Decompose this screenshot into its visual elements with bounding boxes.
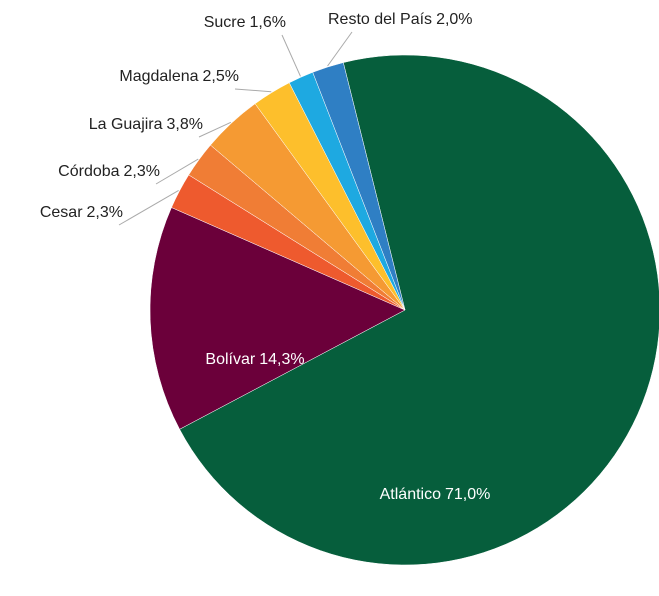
pie-slice	[179, 54, 659, 566]
leader-line	[118, 189, 179, 226]
slice-value: 71,0%	[445, 486, 490, 503]
slice-name: La Guajira	[89, 116, 163, 133]
slice-name: Resto del País	[328, 11, 432, 28]
slice-name: Cesar	[40, 204, 83, 221]
leader-line	[327, 31, 353, 67]
slice-label: Cesar 2,3%	[40, 204, 123, 221]
slice-name: Córdoba	[58, 163, 119, 180]
leader-line	[281, 34, 301, 77]
slice-value: 1,6%	[250, 14, 286, 31]
slice-value: 2,0%	[436, 11, 472, 28]
slice-value: 3,8%	[167, 116, 203, 133]
slice-value: 2,3%	[87, 204, 123, 221]
pie-slice	[149, 207, 406, 430]
slice-name: Sucre	[204, 14, 246, 31]
slice-label: Córdoba 2,3%	[58, 163, 160, 180]
slice-label: Atlántico 71,0%	[380, 486, 491, 503]
leader-line	[234, 88, 272, 93]
slice-label: La Guajira 3,8%	[89, 116, 203, 133]
slice-value: 2,3%	[124, 163, 160, 180]
pie-slice	[312, 62, 406, 311]
slice-name: Atlántico	[380, 486, 441, 503]
slice-name: Magdalena	[119, 68, 198, 85]
slice-label: Bolívar 14,3%	[205, 351, 304, 368]
leader-line	[155, 158, 199, 185]
slice-label: Resto del País 2,0%	[328, 11, 473, 28]
slice-label: Magdalena 2,5%	[119, 68, 239, 85]
slice-label: Sucre 1,6%	[204, 14, 286, 31]
slice-value: 14,3%	[259, 351, 304, 368]
slice-name: Bolívar	[205, 351, 255, 368]
slice-value: 2,5%	[203, 68, 239, 85]
leader-line	[198, 121, 232, 138]
